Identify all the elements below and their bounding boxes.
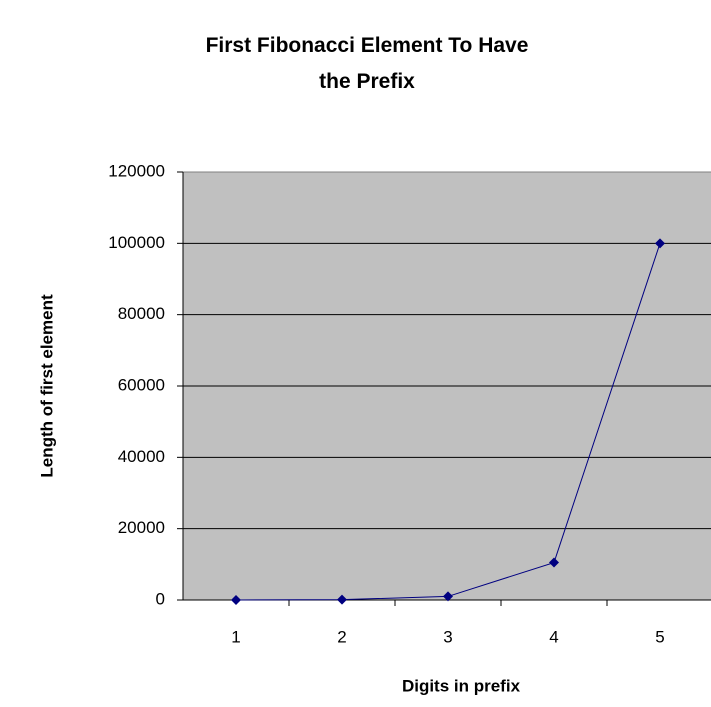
y-tick-label: 20000 xyxy=(118,518,165,537)
y-tick-label: 120000 xyxy=(108,161,165,180)
y-tick-label: 0 xyxy=(156,589,165,608)
data-point xyxy=(443,591,453,602)
y-tick-label: 40000 xyxy=(118,447,165,466)
data-point xyxy=(655,238,665,249)
data-point xyxy=(231,594,241,605)
x-tick-label: 4 xyxy=(549,627,558,646)
y-axis-label: Length of first element xyxy=(37,294,56,478)
y-tick-label: 60000 xyxy=(118,375,165,394)
y-tick-label: 100000 xyxy=(108,233,165,252)
x-tick-label: 3 xyxy=(443,627,452,646)
data-point xyxy=(337,594,347,605)
chart-title: First Fibonacci Element To Have the Pref… xyxy=(205,34,529,93)
y-tick-label: 80000 xyxy=(118,304,165,323)
x-tick-label: 1 xyxy=(231,627,240,646)
data-point xyxy=(549,557,559,568)
x-tick-label: 2 xyxy=(337,627,346,646)
x-tick-label: 5 xyxy=(655,627,664,646)
x-axis-label: Digits in prefix xyxy=(402,676,521,695)
